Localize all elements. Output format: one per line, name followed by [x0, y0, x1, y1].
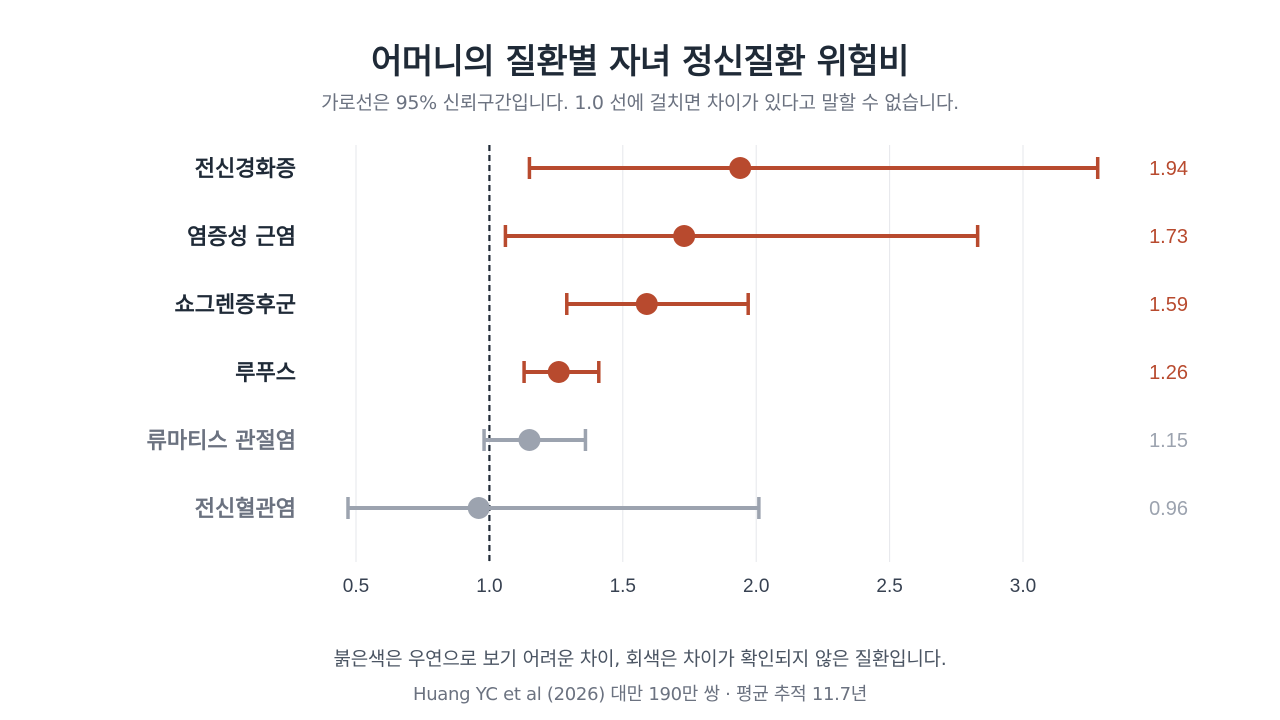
estimate-point	[518, 429, 541, 451]
estimate-point	[729, 157, 752, 179]
estimate-value-label: 1.15	[1149, 430, 1188, 452]
estimate-value-label: 1.26	[1149, 362, 1188, 384]
x-tick-label: 2.0	[743, 576, 769, 597]
category-label: 쇼그렌증후군	[175, 293, 296, 318]
category-label: 루푸스	[235, 361, 296, 386]
x-tick-label: 1.5	[610, 576, 636, 597]
x-tick-label: 3.0	[1010, 576, 1036, 597]
estimate-value-label: 1.73	[1149, 226, 1188, 248]
estimate-point	[547, 361, 570, 383]
estimate-point	[467, 497, 490, 519]
estimate-point	[673, 225, 696, 247]
category-label: 염증성 근염	[187, 225, 296, 250]
estimate-value-label: 1.59	[1149, 294, 1188, 316]
estimate-value-label: 1.94	[1149, 158, 1188, 180]
estimate-point	[635, 293, 658, 315]
x-tick-label: 1.0	[476, 576, 502, 597]
x-tick-label: 0.5	[343, 576, 369, 597]
chart-footnote: 붉은색은 우연으로 보기 어려운 차이, 회색은 차이가 확인되지 않은 질환입…	[333, 648, 947, 670]
category-label: 전신혈관염	[195, 497, 296, 522]
category-label: 류마티스 관절염	[147, 429, 296, 454]
chart-source: Huang YC et al (2026) 대만 190만 쌍 · 평균 추적 …	[412, 684, 868, 705]
category-label: 전신경화증	[195, 157, 296, 182]
x-tick-label: 2.5	[876, 576, 902, 597]
chart-subtitle: 가로선은 95% 신뢰구간입니다. 1.0 선에 걸치면 차이가 있다고 말할 …	[321, 92, 959, 114]
estimate-value-label: 0.96	[1149, 498, 1188, 520]
chart-title: 어머니의 질환별 자녀 정신질환 위험비	[371, 42, 909, 82]
